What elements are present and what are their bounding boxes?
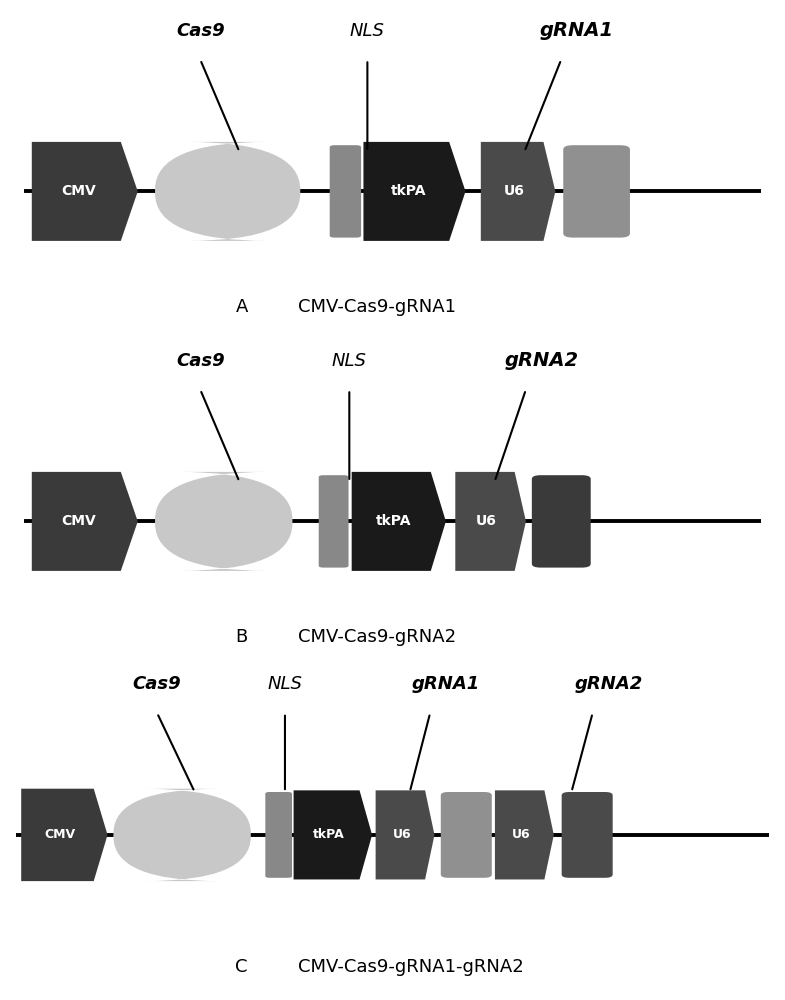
Text: Cas9: Cas9 bbox=[176, 22, 225, 40]
FancyBboxPatch shape bbox=[562, 792, 612, 878]
Text: gRNA1: gRNA1 bbox=[412, 675, 480, 693]
FancyBboxPatch shape bbox=[440, 792, 491, 878]
Polygon shape bbox=[31, 142, 137, 241]
Text: NLS: NLS bbox=[268, 675, 302, 693]
Text: NLS: NLS bbox=[332, 352, 367, 370]
Text: CMV: CMV bbox=[61, 184, 97, 198]
FancyBboxPatch shape bbox=[114, 789, 251, 881]
Polygon shape bbox=[363, 142, 466, 241]
Text: tkPA: tkPA bbox=[391, 184, 426, 198]
Text: U6: U6 bbox=[392, 828, 411, 841]
Text: CMV-Cas9-gRNA1-gRNA2: CMV-Cas9-gRNA1-gRNA2 bbox=[298, 958, 524, 976]
Text: CMV-Cas9-gRNA1: CMV-Cas9-gRNA1 bbox=[298, 298, 456, 316]
FancyBboxPatch shape bbox=[330, 145, 361, 238]
Polygon shape bbox=[375, 790, 435, 879]
Polygon shape bbox=[480, 142, 556, 241]
Polygon shape bbox=[21, 789, 108, 881]
Polygon shape bbox=[294, 790, 372, 879]
Polygon shape bbox=[31, 472, 137, 571]
Text: NLS: NLS bbox=[350, 22, 385, 40]
Text: gRNA1: gRNA1 bbox=[540, 21, 614, 40]
FancyBboxPatch shape bbox=[564, 145, 630, 238]
Text: tkPA: tkPA bbox=[312, 828, 345, 841]
Text: U6: U6 bbox=[476, 514, 497, 528]
Text: tkPA: tkPA bbox=[376, 514, 411, 528]
FancyBboxPatch shape bbox=[319, 475, 349, 568]
Text: Cas9: Cas9 bbox=[176, 352, 225, 370]
FancyBboxPatch shape bbox=[532, 475, 590, 568]
Text: CMV-Cas9-gRNA2: CMV-Cas9-gRNA2 bbox=[298, 628, 456, 646]
Text: CMV: CMV bbox=[61, 514, 97, 528]
Text: A: A bbox=[236, 298, 248, 316]
Polygon shape bbox=[352, 472, 446, 571]
FancyBboxPatch shape bbox=[155, 142, 300, 241]
Text: CMV: CMV bbox=[44, 828, 75, 841]
Text: C: C bbox=[236, 958, 248, 976]
Polygon shape bbox=[495, 790, 553, 879]
FancyBboxPatch shape bbox=[265, 792, 292, 878]
Text: U6: U6 bbox=[512, 828, 531, 841]
Text: gRNA2: gRNA2 bbox=[505, 351, 579, 370]
Text: gRNA2: gRNA2 bbox=[575, 675, 642, 693]
Text: B: B bbox=[236, 628, 248, 646]
Polygon shape bbox=[455, 472, 526, 571]
FancyBboxPatch shape bbox=[155, 472, 292, 571]
Text: U6: U6 bbox=[503, 184, 524, 198]
Text: Cas9: Cas9 bbox=[133, 675, 181, 693]
